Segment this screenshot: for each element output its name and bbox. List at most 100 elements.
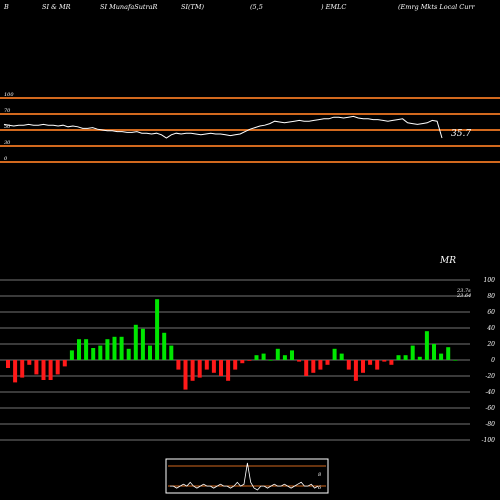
mrsi-tick-label: 100 [484,277,496,284]
rsi-panel: 100 70 50 30 0 35.7 [0,92,500,163]
mrsi-tick-label: 60 [487,309,495,316]
header-item-3: SI(TM) [181,3,205,11]
mrsi-bar [453,360,458,361]
mrsi-bar [389,360,394,365]
mrsi-bar [34,360,39,375]
mrsi-bar [197,360,202,378]
mrsi-bar [13,360,18,383]
mrsi-bar [282,355,287,360]
header-item-4: (5,5 [250,3,263,11]
mini-last-value: 6 [318,485,322,491]
mrsi-bar [148,345,152,360]
mrsi-bar [339,353,344,360]
mrsi-value-label-0: 23.7s [456,288,471,294]
mrsi-bar [410,345,415,360]
mrsi-bar [382,360,387,362]
chart-header: B SI & MR SI MunafaSutraR SI(TM) (5,5 ) … [3,3,476,11]
mrsi-bar [176,360,181,370]
rsi-series-line [3,115,443,139]
mrsi-bar [119,336,124,360]
mrsi-bar [6,360,10,368]
mrsi-bar [20,360,25,378]
rsi-level-label: 30 [4,140,11,146]
rsi-level-label: 50 [4,124,11,130]
mrsi-bar [417,356,422,360]
mrsi-bar [133,324,138,360]
mrsi-bar [332,348,337,360]
mrsi-bar [375,360,380,370]
rsi-level-label: 70 [4,108,11,114]
mrsi-bar [396,355,401,360]
mrsi-tick-label: -40 [485,389,495,396]
mrsi-bar [233,360,238,370]
mrsi-title: MR [439,256,456,266]
mrsi-bar [62,360,67,367]
mrsi-bar [219,360,223,376]
mrsi-bar [126,348,131,360]
mrsi-bar [226,360,231,381]
mrsi-bar [112,336,117,360]
mrsi-bar [190,360,195,381]
header-item-5: ) EMLC [320,3,346,11]
mrsi-bar [247,360,252,361]
mrsi-bar [204,360,209,370]
mrsi-bar [311,360,316,373]
mrsi-value-label-1: 23.64 [456,293,471,299]
rsi-level-label: 0 [4,156,8,162]
mrsi-bar [48,360,53,380]
mrsi-tick-label: -80 [485,421,495,428]
mrsi-bar [325,360,330,365]
mrsi-bar [140,328,145,360]
mrsi-tick-label: -20 [485,373,495,380]
mrsi-bar [41,360,46,380]
mrsi-bar [353,360,358,381]
mrsi-panel: MR 100 80 60 40 20 0 -20 -40 -60 -80 -100 23.7s 23… [0,256,495,444]
mrsi-bar [304,360,309,376]
mrsi-tick-labels: 100 80 60 40 20 0 -20 -40 -60 -80 -100 [482,277,496,444]
mini-marker-label: 8 [318,472,321,478]
mrsi-tick-label: 40 [486,325,495,332]
mrsi-bar [84,339,89,360]
mrsi-bar [361,360,365,373]
mrsi-tick-label: -100 [482,437,496,444]
mrsi-bar [98,345,103,360]
mrsi-bar [290,350,294,360]
mrsi-bar [424,331,429,360]
mrsi-bar [268,360,273,361]
mini-series-line [170,462,319,491]
rsi-last-value: 35.7 [451,129,471,139]
mrsi-bar [275,348,280,360]
mrsi-bar [254,355,259,360]
mrsi-bar [77,339,81,360]
mini-overview-panel: 8 6 [165,458,329,494]
mrsi-bar [240,360,245,364]
mrsi-bar [105,339,110,360]
mrsi-bar [439,353,444,360]
mrsi-bars [6,299,458,390]
rsi-level-labels: 100 70 50 30 0 [4,92,14,162]
mrsi-bar [432,344,436,360]
header-item-1: SI & MR [42,3,71,11]
mrsi-bar [318,360,323,370]
mrsi-bar [446,347,451,360]
rsi-level-lines [0,97,500,163]
mrsi-bar [27,360,32,365]
mrsi-bar [346,360,351,370]
mrsi-bar [155,299,160,360]
mrsi-tick-label: 80 [487,293,495,300]
mrsi-bar [183,360,188,390]
rsi-level-label: 100 [4,92,14,98]
mrsi-bar [297,360,302,362]
mrsi-tick-label: 0 [491,357,495,364]
mrsi-bar [261,353,266,360]
mrsi-tick-label: 20 [486,341,495,348]
mrsi-bar [91,348,96,360]
mrsi-bar [211,360,216,373]
mrsi-bar [403,355,408,360]
mrsi-bar [169,345,174,360]
header-item-6: (Emrg Mkts Local Curr [398,3,476,11]
header-item-2: SI MunafaSutraR [100,3,158,11]
header-item-0: B [3,3,9,11]
mrsi-bar [162,332,167,360]
